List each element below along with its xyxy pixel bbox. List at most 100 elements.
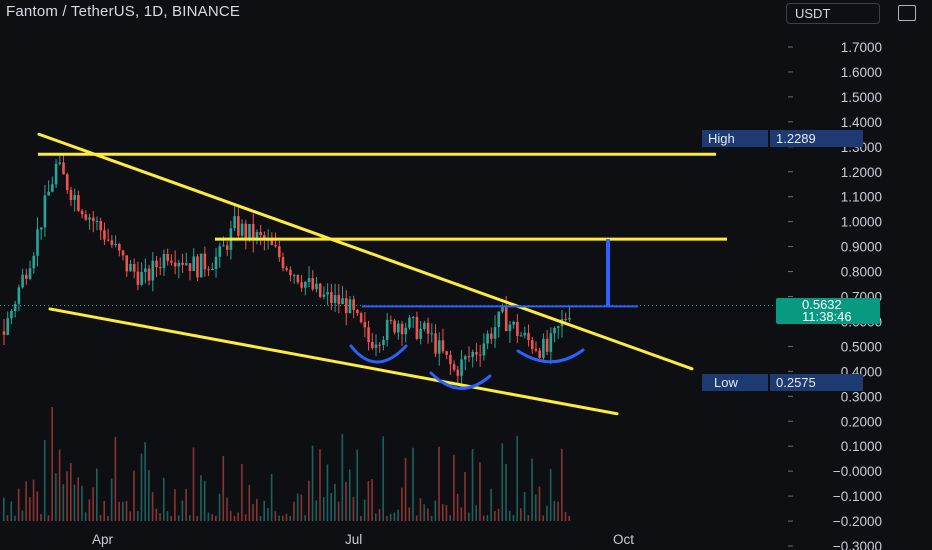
price-tick-label: 0.5000	[841, 339, 882, 354]
volume-bar	[319, 449, 321, 521]
volume-bar	[378, 509, 381, 521]
volume-bar	[367, 481, 370, 521]
volume-bar	[289, 515, 292, 521]
volume-bar	[40, 514, 42, 521]
candle-body	[222, 245, 225, 247]
candle-body	[497, 311, 501, 328]
high-marker: High 1.2289	[702, 130, 863, 147]
candle-body	[192, 256, 196, 271]
candle-body	[58, 162, 62, 164]
volume-bar	[538, 486, 541, 521]
volume-bar	[434, 500, 437, 521]
candle-body	[39, 227, 43, 230]
volume-bar	[25, 481, 27, 521]
candle-body	[359, 313, 363, 323]
volume-bar	[181, 500, 184, 521]
volume-bar	[110, 478, 113, 521]
volume-bar	[293, 501, 295, 521]
volume-bar	[14, 515, 16, 521]
volume-bar	[103, 500, 106, 521]
candle-body	[225, 245, 229, 250]
volume-bar	[129, 511, 132, 521]
volume-bar	[144, 442, 146, 521]
candle-body	[545, 338, 549, 352]
volume-bar	[296, 493, 299, 521]
volume-bar	[523, 491, 526, 521]
candle-body	[404, 327, 408, 335]
candle-body	[434, 333, 437, 354]
candle-body	[170, 260, 173, 263]
candle-body	[292, 275, 296, 277]
candle-body	[304, 281, 307, 288]
volume-bar	[51, 407, 53, 521]
candle-body	[311, 278, 315, 290]
volume-bar	[62, 484, 65, 521]
candle-body	[408, 317, 411, 328]
candle-body	[6, 318, 10, 335]
volume-bar	[479, 462, 481, 521]
low-marker-label: Low	[702, 374, 768, 391]
volume-bar	[66, 471, 68, 521]
candle-body	[553, 327, 556, 334]
candle-body	[504, 305, 508, 332]
candle-body	[527, 332, 530, 340]
volume-bar	[122, 501, 124, 521]
price-tick-label: 1.5000	[841, 90, 882, 105]
volume-bar	[568, 515, 571, 521]
volume-bar	[226, 497, 228, 521]
candle-body	[486, 333, 489, 344]
volume-bar	[140, 453, 143, 521]
candle-body	[233, 216, 236, 229]
volume-bar	[516, 435, 518, 521]
candle-body	[151, 260, 155, 281]
candle-body	[475, 351, 478, 355]
volume-bar	[211, 514, 213, 521]
candle-body	[463, 356, 467, 360]
volume-bar	[497, 508, 500, 521]
volume-bar	[304, 515, 306, 521]
last-price-value: 0.5632	[802, 297, 842, 312]
volume-bar	[352, 496, 355, 521]
candle-body	[516, 321, 519, 337]
left-shoulder-arc	[349, 344, 408, 364]
volume-bar	[505, 463, 507, 521]
candle-body	[397, 323, 400, 333]
candle-body	[77, 195, 80, 211]
price-tick-label: 1.6000	[841, 65, 882, 80]
volume-bar	[3, 497, 5, 521]
candle-body	[106, 239, 110, 241]
candle-body	[10, 311, 13, 319]
candle-body	[423, 322, 426, 329]
candle-body	[437, 340, 441, 354]
volume-bar	[490, 488, 492, 521]
candle-body	[155, 260, 158, 268]
candle-body	[542, 338, 545, 358]
price-tick-label: 1.0000	[841, 215, 882, 230]
volume-bar	[330, 493, 332, 521]
price-tick-label: 1.4000	[841, 115, 882, 130]
volume-bar	[386, 515, 388, 521]
head-arc	[429, 371, 492, 390]
candle-body	[140, 271, 143, 285]
candle-body	[188, 263, 192, 271]
square-icon[interactable]	[898, 5, 916, 21]
candle-body	[132, 263, 136, 272]
candle-body	[426, 322, 430, 334]
volume-bar	[99, 514, 102, 521]
currency-selector[interactable]: USDT	[786, 3, 880, 24]
volume-bar	[423, 504, 425, 521]
volume-bar	[534, 494, 537, 521]
candle-body	[482, 343, 486, 356]
price-tick-label: −0.2000	[833, 514, 882, 529]
volume-bar	[255, 498, 258, 521]
candle-body	[136, 271, 140, 285]
volume-bar	[456, 493, 459, 521]
volume-bar	[55, 473, 57, 521]
volume-bar	[419, 498, 422, 521]
candle-body	[493, 327, 497, 339]
candle-body	[255, 231, 259, 241]
candle-body	[538, 350, 541, 358]
price-tick-label: 1.2000	[841, 165, 882, 180]
candle-body	[385, 319, 389, 340]
